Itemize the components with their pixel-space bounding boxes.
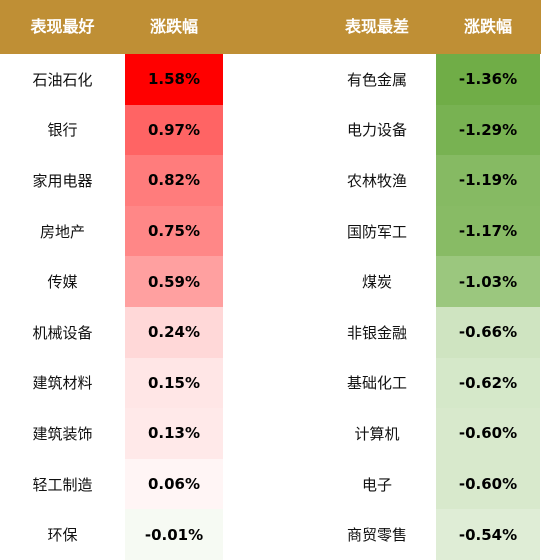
table-row: 石油石化 1.58% 有色金属 -1.36% xyxy=(0,54,541,105)
table-row: 家用电器 0.82% 农林牧渔 -1.19% xyxy=(0,155,541,206)
best-change-value: -0.01% xyxy=(125,509,223,560)
worst-industry-name: 商贸零售 xyxy=(346,526,407,545)
best-header: 表现最好 xyxy=(30,17,95,36)
best-change-value: 0.06% xyxy=(125,458,223,510)
table-row: 银行 0.97% 电力设备 -1.29% xyxy=(0,104,541,156)
best-change-value: 0.24% xyxy=(125,306,223,358)
worst-change-value: -1.17% xyxy=(436,205,540,257)
worst-change-header: 涨跌幅 xyxy=(463,17,512,36)
worst-industry-name: 基础化工 xyxy=(346,374,407,393)
worst-industry-name: 有色金属 xyxy=(346,70,407,89)
worst-header: 表现最差 xyxy=(344,17,409,36)
best-change-value: 0.13% xyxy=(125,408,223,459)
worst-change-value: -1.19% xyxy=(436,155,540,206)
best-change-value: 0.75% xyxy=(125,205,223,257)
best-industry-name: 家用电器 xyxy=(32,171,93,190)
best-industry-name: 建筑装饰 xyxy=(32,424,93,443)
best-industry-name: 建筑材料 xyxy=(32,374,93,393)
best-industry-name: 环保 xyxy=(47,526,78,545)
worst-industry-name: 煤炭 xyxy=(361,273,392,292)
best-change-value: 0.97% xyxy=(125,104,223,156)
worst-change-value: -0.54% xyxy=(436,509,540,560)
best-industry-name: 传媒 xyxy=(47,273,78,292)
best-industry-name: 房地产 xyxy=(39,222,85,241)
table-header: 表现最好 涨跌幅 表现最差 涨跌幅 xyxy=(0,0,541,54)
table-body: 石油石化 1.58% 有色金属 -1.36% 银行 0.97% 电力设备 -1.29% 家用电器… xyxy=(0,54,541,560)
worst-change-value: -0.60% xyxy=(436,458,540,510)
table-row: 轻工制造 0.06% 电子 -0.60% xyxy=(0,458,541,510)
worst-industry-name: 农林牧渔 xyxy=(346,171,407,190)
best-change-value: 0.59% xyxy=(125,256,223,307)
table-row: 房地产 0.75% 国防军工 -1.17% xyxy=(0,205,541,257)
worst-change-value: -0.66% xyxy=(436,306,540,358)
worst-change-value: -0.62% xyxy=(436,357,540,409)
worst-industry-name: 电力设备 xyxy=(346,121,407,140)
worst-change-value: -1.36% xyxy=(436,54,540,105)
best-industry-name: 轻工制造 xyxy=(32,475,93,494)
worst-industry-name: 非银金融 xyxy=(346,323,407,342)
worst-change-value: -1.29% xyxy=(436,104,540,156)
table-row: 建筑材料 0.15% 基础化工 -0.62% xyxy=(0,357,541,409)
best-change-value: 0.15% xyxy=(125,357,223,409)
table-row: 环保 -0.01% 商贸零售 -0.54% xyxy=(0,509,541,560)
table-row: 传媒 0.59% 煤炭 -1.03% xyxy=(0,256,541,307)
best-industry-name: 机械设备 xyxy=(32,323,93,342)
worst-industry-name: 计算机 xyxy=(354,424,400,443)
table-row: 建筑装饰 0.13% 计算机 -0.60% xyxy=(0,408,541,459)
best-change-value: 1.58% xyxy=(125,54,223,105)
table-row: 机械设备 0.24% 非银金融 -0.66% xyxy=(0,306,541,358)
worst-industry-name: 电子 xyxy=(361,475,392,494)
best-change-value: 0.82% xyxy=(125,155,223,206)
worst-industry-name: 国防军工 xyxy=(346,222,407,241)
best-industry-name: 银行 xyxy=(47,121,78,140)
worst-change-value: -0.60% xyxy=(436,408,540,459)
best-industry-name: 石油石化 xyxy=(32,70,93,89)
best-change-header: 涨跌幅 xyxy=(149,17,198,36)
worst-change-value: -1.03% xyxy=(436,256,540,307)
